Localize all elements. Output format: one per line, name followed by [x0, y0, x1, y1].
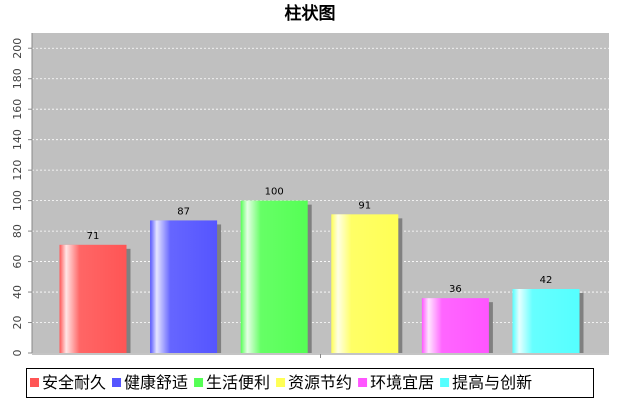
y-tick-label: 180 — [11, 68, 24, 89]
y-tick-label: 80 — [11, 224, 24, 238]
bar-shine — [421, 298, 489, 353]
bar-shine — [59, 244, 127, 353]
value-label: 87 — [177, 206, 190, 217]
y-tick-label: 140 — [11, 129, 24, 150]
legend-swatch — [194, 378, 204, 387]
value-label: 100 — [265, 187, 284, 198]
y-tick-label: 60 — [11, 255, 24, 269]
bar-shine — [240, 200, 308, 353]
legend-label: 环境宜居 — [370, 373, 434, 392]
y-tick-label: 40 — [11, 285, 24, 299]
value-label: 36 — [449, 284, 462, 295]
value-label: 71 — [87, 231, 100, 242]
y-tick-label: 120 — [11, 160, 24, 181]
legend-swatch — [440, 378, 450, 387]
legend-swatch — [30, 378, 39, 387]
y-tick-label: 200 — [11, 38, 24, 59]
y-tick-label: 160 — [11, 99, 24, 120]
legend-label: 安全耐久 — [42, 373, 106, 392]
legend-label: 提高与创新 — [452, 373, 532, 392]
legend-swatch — [112, 378, 122, 387]
legend-swatch — [358, 378, 368, 387]
legend-label: 生活便利 — [206, 373, 270, 392]
legend-label: 资源节约 — [288, 373, 352, 392]
value-label: 42 — [540, 275, 553, 286]
bar-shine — [331, 214, 399, 353]
bar-shine — [150, 220, 218, 353]
legend-label: 健康舒适 — [124, 373, 188, 392]
chart-title: 柱状图 — [285, 3, 336, 24]
legend-swatch — [276, 378, 286, 387]
y-tick-label: 100 — [11, 190, 24, 211]
value-label: 91 — [358, 200, 371, 211]
y-tick-label: 0 — [11, 350, 24, 357]
y-tick-label: 20 — [11, 316, 24, 330]
bar-shine — [512, 289, 580, 353]
